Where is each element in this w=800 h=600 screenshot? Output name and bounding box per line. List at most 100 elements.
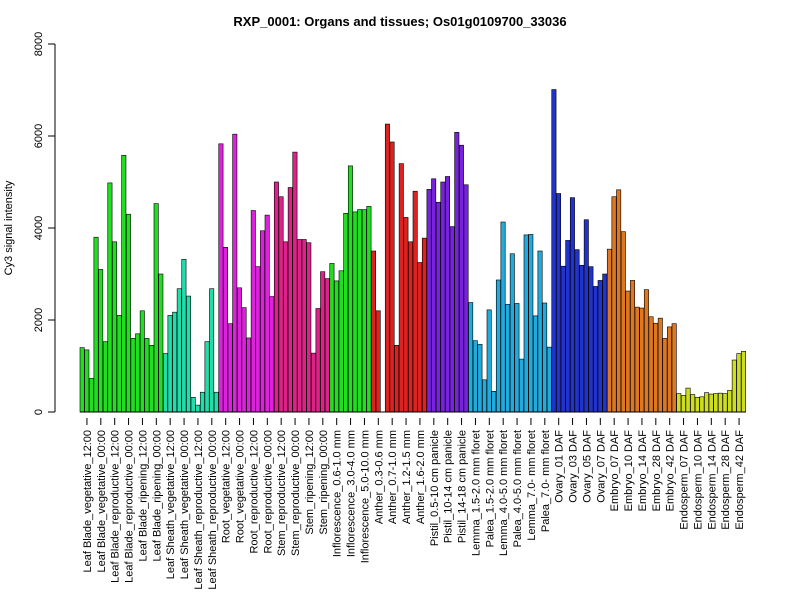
category-label: Pistil_14-18 cm panicle — [457, 430, 469, 543]
category-label: Palea_7.0- mm floret — [540, 430, 552, 532]
bar — [250, 210, 256, 413]
bar — [639, 307, 645, 413]
category-label: Ovary_01 DAF — [554, 430, 566, 503]
bar — [417, 262, 423, 413]
bar — [79, 347, 85, 413]
bar — [176, 288, 182, 413]
bar — [509, 253, 515, 413]
category-label: Embryo_28 DAF — [651, 430, 663, 512]
bar — [227, 323, 233, 413]
category-label: Inflorescence_5.0-10.0 mm — [359, 430, 371, 563]
bar — [186, 295, 192, 413]
bar — [630, 280, 636, 413]
bar — [602, 273, 608, 413]
bar — [98, 269, 104, 413]
bar — [634, 306, 640, 413]
bar — [361, 209, 367, 413]
bar — [218, 143, 224, 413]
bar — [597, 280, 603, 413]
bar — [491, 390, 497, 413]
category-label: Leaf Blade_reproductive_00:00 — [124, 430, 136, 583]
bar — [324, 278, 330, 413]
bars — [79, 89, 747, 413]
bar — [690, 394, 696, 413]
bar — [713, 393, 719, 413]
y-tick-label: 4000 — [33, 216, 45, 240]
bar — [472, 340, 478, 413]
bar — [375, 310, 381, 413]
bar — [125, 213, 131, 413]
bar — [84, 349, 90, 413]
category-label: Endosperm_42 DAF — [734, 430, 746, 530]
bar — [246, 337, 252, 413]
bar — [301, 239, 307, 413]
bar — [662, 338, 668, 413]
bar — [620, 231, 626, 413]
bar — [463, 184, 469, 413]
bar — [458, 144, 464, 413]
bar — [269, 296, 275, 413]
bar — [135, 333, 141, 413]
bar — [213, 391, 219, 413]
bar — [343, 212, 349, 413]
bar — [255, 266, 261, 413]
bar — [431, 178, 437, 413]
bar — [112, 241, 118, 413]
category-label: Palea_1.5-2.0 mm floret — [484, 430, 496, 547]
bar — [505, 304, 511, 413]
bar — [287, 187, 293, 413]
bar — [412, 190, 418, 413]
bar — [449, 226, 455, 413]
category-label: Lemma_4.0-5.0 mm floret — [498, 430, 510, 556]
bar — [403, 217, 409, 413]
bar — [569, 197, 575, 413]
bar — [130, 338, 136, 413]
category-label: Embryo_07 DAF — [609, 430, 621, 512]
category-label: Ovary_03 DAF — [568, 430, 580, 503]
bar — [273, 181, 279, 413]
bar — [149, 344, 155, 413]
bar — [421, 237, 427, 413]
bar — [435, 201, 441, 413]
x-axis: Leaf Blade_vegetative_12:00 Leaf Blade_ve… — [80, 411, 746, 590]
bar — [88, 378, 94, 413]
bar — [121, 155, 127, 413]
bar — [648, 316, 654, 413]
bar — [583, 219, 589, 413]
bar — [320, 271, 326, 413]
y-tick-label: 2000 — [33, 308, 45, 332]
bar — [408, 241, 414, 413]
bar — [579, 264, 585, 413]
bar — [181, 258, 187, 413]
bar — [495, 279, 501, 413]
bar — [292, 151, 298, 413]
category-label: Root_reproductive_12:00 — [248, 430, 260, 554]
bar — [519, 358, 525, 413]
bar — [223, 247, 229, 413]
y-axis: 0 2000 4000 6000 8000 — [33, 32, 56, 415]
category-label: Root_reproductive_00:00 — [262, 430, 274, 554]
bar — [384, 123, 390, 413]
category-label: Leaf Sheath_vegetative_12:00 — [165, 430, 177, 579]
bar — [283, 241, 289, 413]
bar — [574, 249, 580, 413]
bar — [236, 287, 242, 413]
bar — [731, 359, 737, 413]
bar — [440, 181, 446, 413]
bar — [199, 391, 205, 413]
category-label: Inflorescence_3.0-4.0 mm — [346, 430, 358, 557]
bar — [565, 240, 571, 413]
bar — [741, 350, 747, 413]
category-label: Anther_1.6-2.0 mm — [415, 430, 427, 524]
category-label: Anther_0.3-0.6 mm — [373, 430, 385, 524]
bar — [204, 341, 210, 413]
bar — [537, 250, 543, 413]
bar — [671, 323, 677, 413]
bar — [102, 341, 108, 413]
bar — [722, 393, 728, 413]
category-label: Leaf Blade_reproductive_12:00 — [110, 430, 122, 583]
y-axis-label: Cy3 signal intensity — [3, 180, 15, 275]
bar — [708, 393, 714, 413]
bar — [717, 392, 723, 413]
category-label: Embryo_14 DAF — [637, 430, 649, 512]
